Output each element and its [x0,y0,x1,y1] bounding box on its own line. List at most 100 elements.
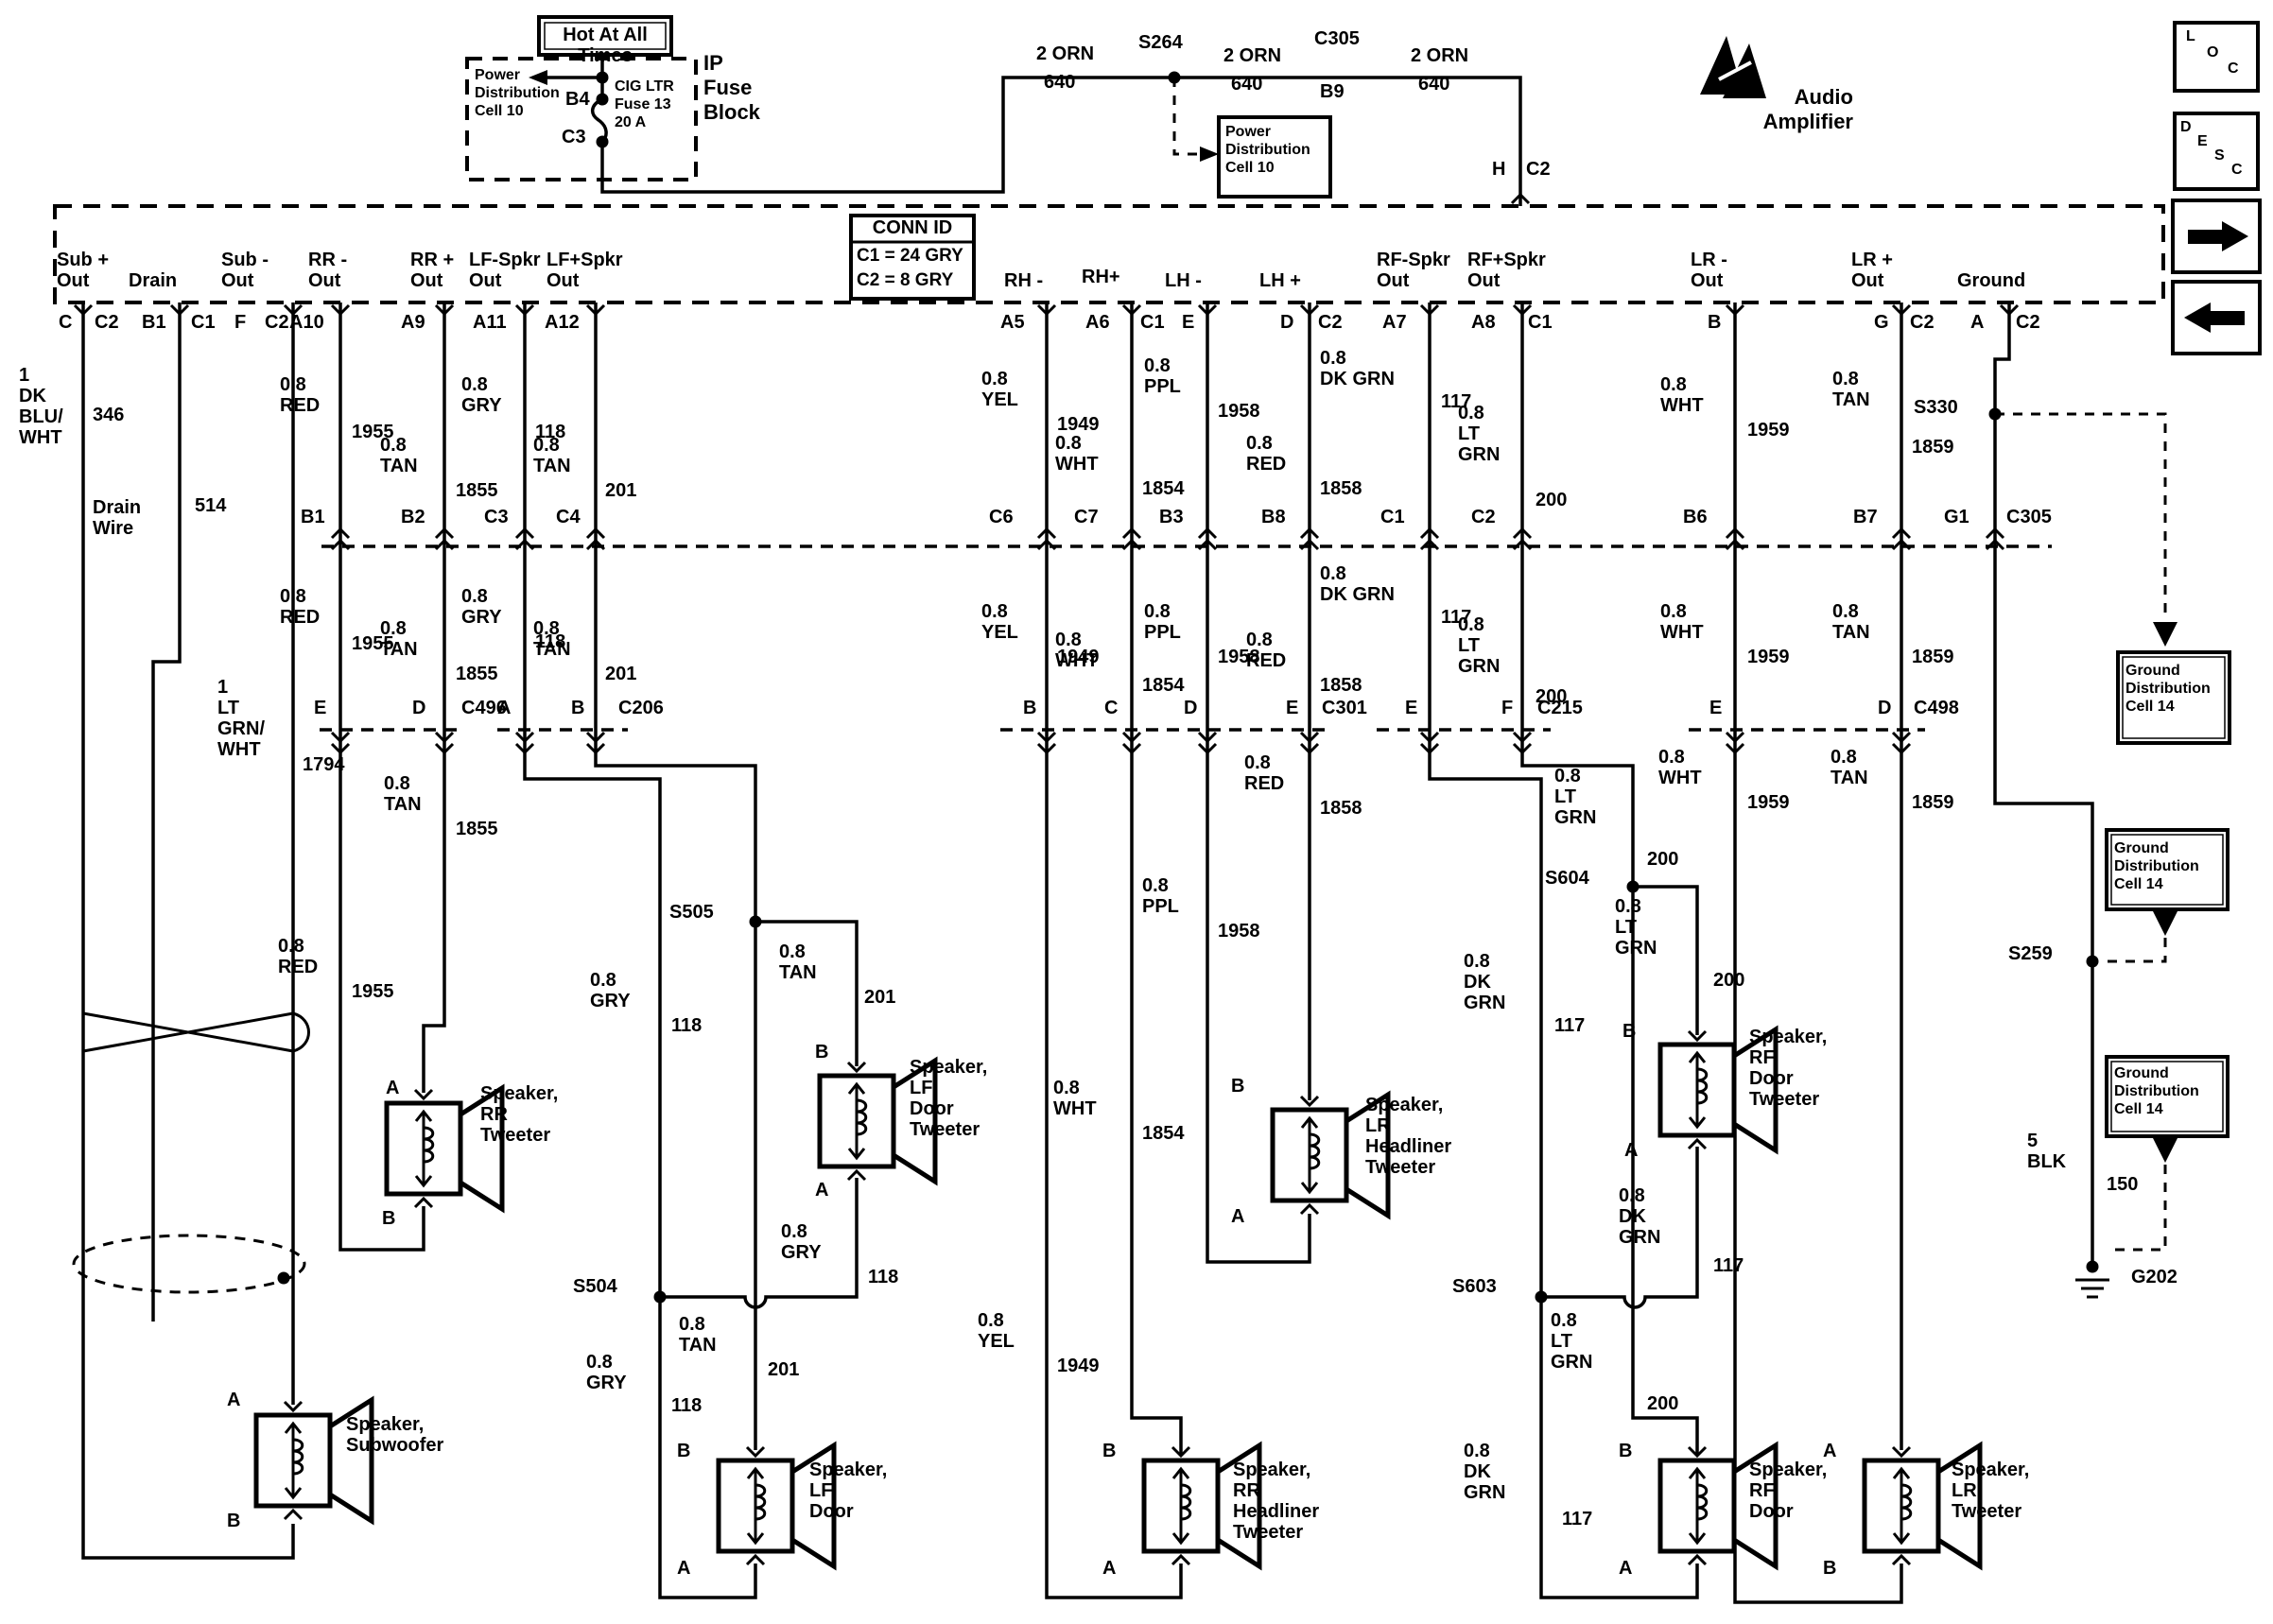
t201-b-ckt: 201 [605,664,637,684]
pin-c3: C3 [562,127,586,147]
wire-rf-plus-ltgrn-200 [1520,302,1699,1456]
p1958-a-ckt: 1958 [1218,401,1260,422]
t201-c-size: 0.8 TAN [679,1314,717,1356]
lg200-a-size: 0.8 LT GRN [1458,403,1501,465]
r1955-c-ckt: 1955 [352,981,394,1002]
r1858-a-size: 0.8 RED [1246,433,1287,475]
y1949-c-size: 0.8 YEL [978,1310,1015,1352]
pin-subplus-conn: C2 [95,312,119,333]
p1958-a-size: 0.8 PPL [1144,355,1181,397]
loc-box [2173,21,2260,93]
ground-distribution-label-2: Ground Distribution Cell 14 [2114,840,2199,892]
loc-o: O [2207,44,2219,60]
pin-a6: A6 [1085,312,1110,333]
twisted-pair-icon [82,1011,310,1053]
dg117-d-size: 0.8 DK GRN [1464,1441,1506,1503]
t1855-b-ckt: 1855 [456,664,498,684]
g118-c-ckt: 118 [671,1015,703,1036]
spk-lr-tweeter-a: A [1823,1441,1837,1461]
pin-a11: A11 [473,312,507,333]
y1949-b-ckt: 1949 [1057,647,1100,667]
pin-lr-plus-conn: C2 [1910,312,1935,333]
t201-p2: B [571,698,585,718]
w1854-p1: C7 [1074,507,1099,527]
pin-b9: B9 [1320,81,1345,102]
pin-a6-conn: C1 [1140,312,1165,333]
g118-br-ckt: 118 [868,1267,899,1287]
r1955-a-size: 0.8 RED [280,374,321,416]
lg200-c-ckt: 200 [1647,849,1679,870]
wire-lf-minus-gry-118 [523,302,757,1599]
conn-c305-row: C305 [2006,507,2052,527]
desc-box [2173,112,2260,191]
r1955-p1: B1 [301,507,325,527]
spk-rf-door-a: A [1619,1558,1633,1579]
ground-distribution-label-1: Ground Distribution Cell 14 [2126,663,2211,715]
t201-c-ckt: 201 [768,1359,800,1380]
orn2-ckt: 640 [1231,74,1263,95]
pin-a8-conn: C1 [1528,312,1553,333]
w1959-c-size: 0.8 WHT [1658,747,1702,788]
pin-subminus-conn: C2 [265,312,289,333]
w1854-b-size: 0.8 WHT [1055,630,1099,671]
pin-g1: G1 [1944,507,1969,527]
y1949-a-size: 0.8 YEL [981,369,1018,410]
pin-subplus: C [59,312,73,333]
spk-rr-headliner-b: B [1102,1441,1117,1461]
dg117-p1: C1 [1380,507,1405,527]
branch-s604-rf-tweeter [1633,885,1699,1035]
dg117-a-size: 0.8 DK GRN [1320,348,1395,389]
w-subminus-ckt: 1794 [303,754,345,775]
power-distribution-label: Power Distribution Cell 10 [1225,124,1310,176]
spk-lf-door: Speaker, LF Door [809,1460,888,1522]
dg117-br-ckt: 117 [1713,1255,1744,1276]
hdr-lr-minus: LR - Out [1691,250,1727,291]
r1858-c-ckt: 1858 [1320,798,1362,819]
spk-rf-door-tweeter-b: B [1622,1021,1637,1042]
y1949-a-ckt: 1949 [1057,414,1100,435]
t201-br-ckt: 201 [864,987,896,1008]
g118-d-size: 0.8 GRY [586,1352,627,1393]
r1858-b-size: 0.8 RED [1246,630,1287,671]
wire-rf-minus-dkgrn-117 [1428,302,1699,1599]
r1858-c-size: 0.8 RED [1244,752,1285,794]
hdr-rh-plus: RH+ [1082,267,1120,287]
t1859-b-size: 0.8 TAN [1832,601,1870,643]
hot-at-all-times-label: Hot At All Times [563,25,648,66]
r1955-a-ckt: 1955 [352,422,394,442]
lg200-br-ckt: 200 [1713,970,1745,991]
orn1-size: 2 ORN [1036,43,1095,64]
spk-lf-door-a: A [677,1558,691,1579]
conn-id-title: CONN ID [872,217,953,238]
lg200-b-size: 0.8 LT GRN [1458,614,1501,677]
hdr-lr-plus: LR + Out [1851,250,1893,291]
spk-subwoofer: Speaker, Subwoofer [346,1414,444,1456]
conn-c206: C206 [618,698,664,718]
wire-drain [151,302,182,1322]
g118-p1: C3 [484,507,509,527]
y1949-c-ckt: 1949 [1057,1356,1100,1376]
t1859-a-size: 0.8 TAN [1832,369,1870,410]
w-drain-ckt: 514 [195,495,227,516]
lg200-br-size: 0.8 LT GRN [1615,896,1657,959]
r1858-p1: B8 [1261,507,1286,527]
wire-rh-minus-yel-1949 [1045,302,1183,1599]
ip-fuse-block-label: IP Fuse Block [703,51,760,124]
w1959-a-ckt: 1959 [1747,420,1790,441]
p1958-b-ckt: 1958 [1218,647,1260,667]
pin-subminus: F [234,312,247,333]
conn-c215: C215 [1537,698,1583,718]
w1959-p2: E [1709,698,1723,718]
y1949-p1: C6 [989,507,1014,527]
w-drain-name: Drain Wire [93,497,142,539]
r1955-p2: E [314,698,327,718]
g118-b-size: 0.8 GRY [461,586,502,628]
hdr-lh-minus: LH - [1165,270,1202,291]
chevrons-and-splices [73,71,2099,1566]
g118-d-ckt: 118 [671,1395,703,1416]
w-subminus-size: 1 LT GRN/ WHT [217,677,265,760]
fuse-name-label: CIG LTR Fuse 13 20 A [615,78,674,130]
hdr-lf-plus: LF+Spkr Out [547,250,623,291]
pin-drain: B1 [142,312,166,333]
